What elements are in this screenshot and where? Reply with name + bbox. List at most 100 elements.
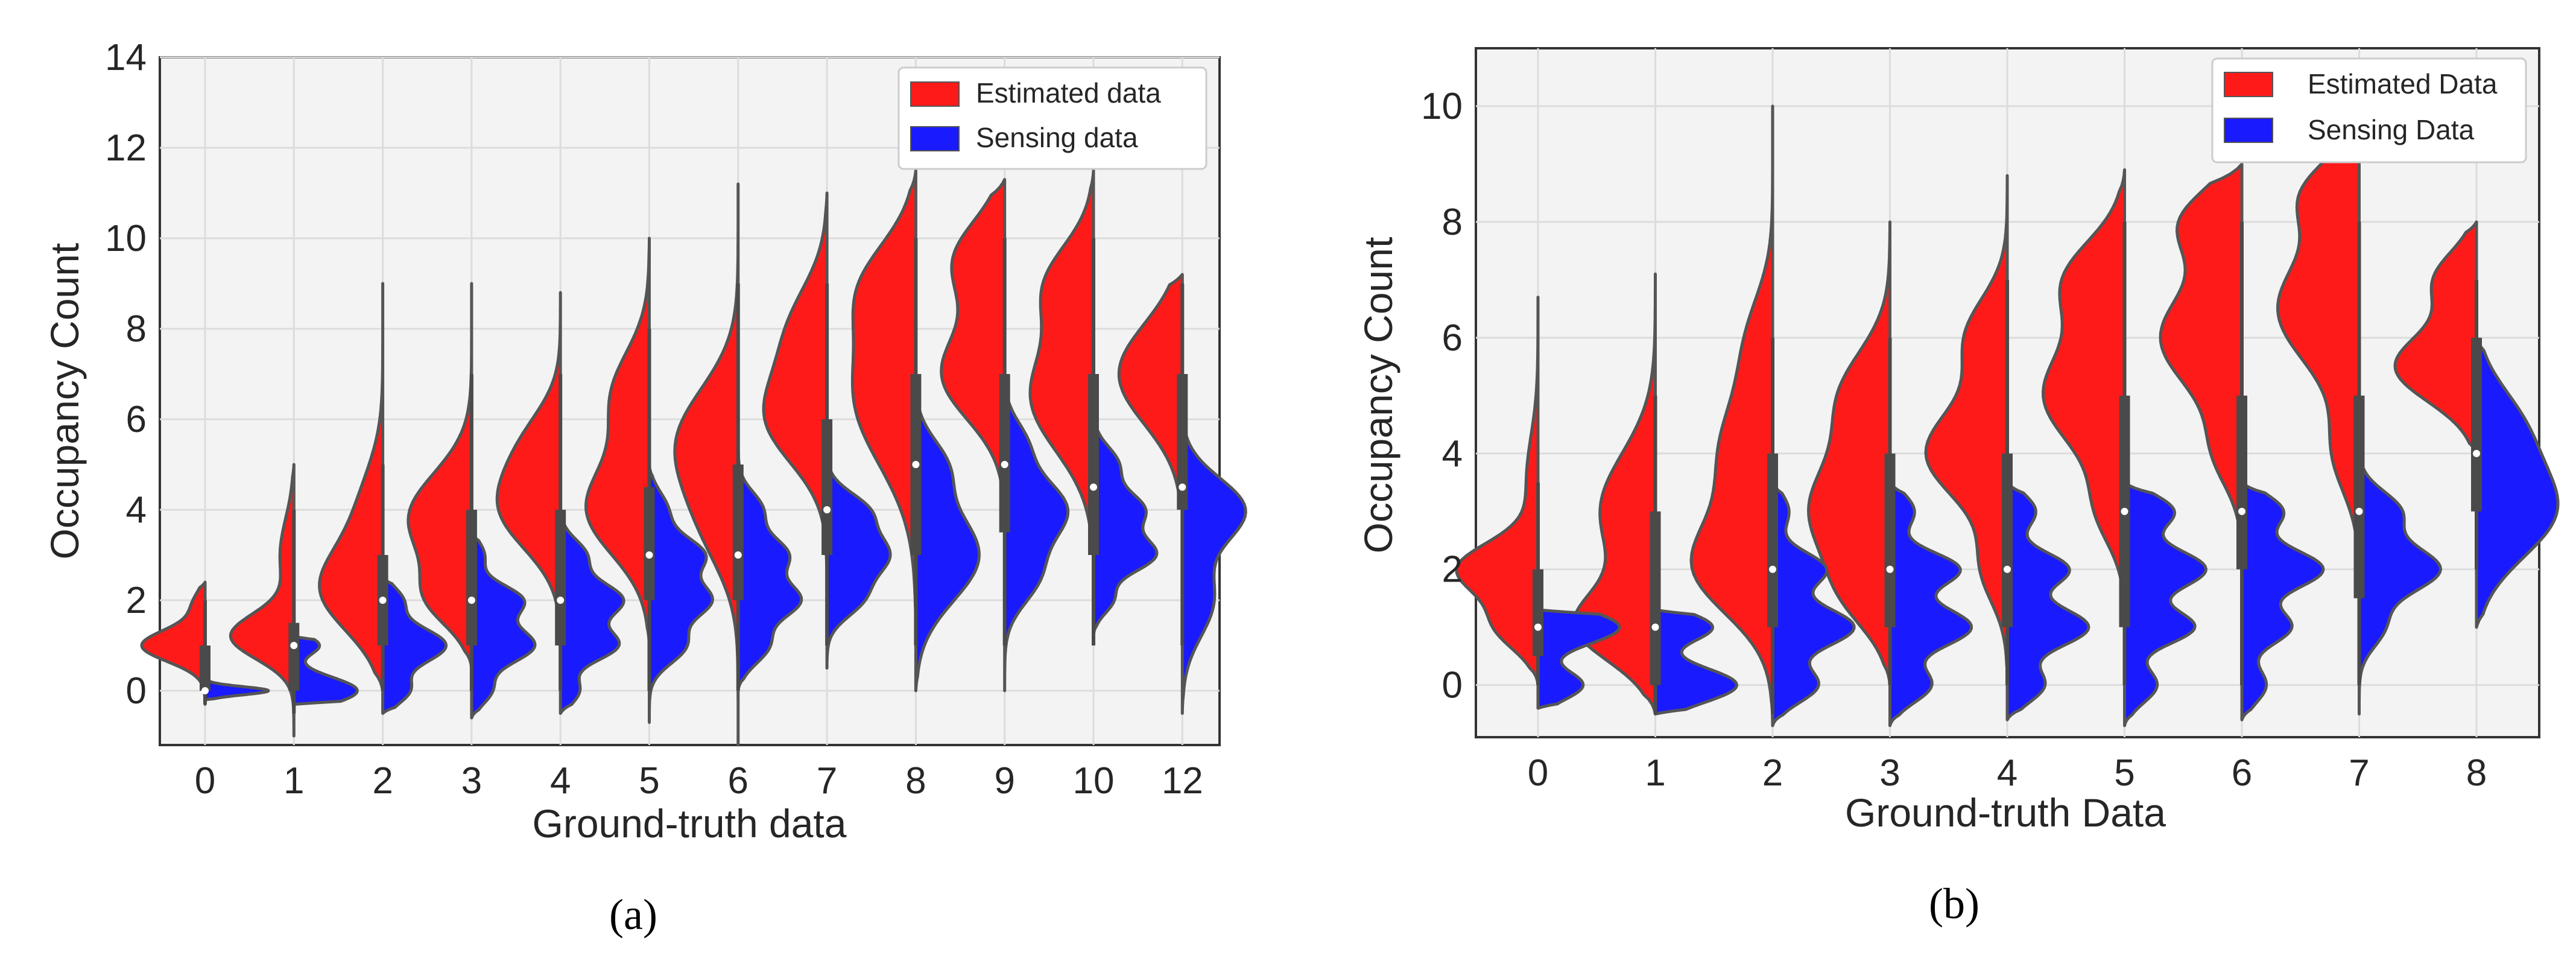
panel-b-median-dot-3 bbox=[1886, 565, 1894, 573]
panel-a-x-tick-label: 2 bbox=[372, 760, 393, 802]
panel-a-x-tick-label: 8 bbox=[905, 760, 926, 802]
panel-a-y-ticks: 0 2 4 6 8 10 12 14 bbox=[105, 37, 147, 712]
panel-b-x-tick-label: 4 bbox=[1997, 752, 2017, 794]
panel-a-x-tick-label: 0 bbox=[195, 760, 215, 802]
panel-a-y-axis-title: Occupancy Count bbox=[42, 243, 87, 560]
panel-a-x-tick-label: 4 bbox=[550, 760, 571, 802]
panel-b-x-tick-label: 1 bbox=[1645, 752, 1665, 794]
panel-b-legend: Estimated Data Sensing Data bbox=[2211, 57, 2527, 163]
panel-b-y-ticks: 0 2 4 6 8 10 bbox=[1421, 86, 1463, 706]
panel-b-x-tick-label: 6 bbox=[2232, 752, 2252, 794]
panel-b-box-iqr-6 bbox=[2236, 395, 2247, 569]
panel-a-box-iqr-5 bbox=[644, 487, 655, 600]
panel-a-violin-sensing-8 bbox=[914, 372, 981, 693]
panel-a-x-tick-label: 12 bbox=[1162, 760, 1203, 802]
panel-b-violin-sensing-5 bbox=[2123, 481, 2207, 728]
panel-a-box-iqr-12 bbox=[1177, 374, 1188, 510]
panel-b-median-dot-1 bbox=[1651, 623, 1659, 631]
panel-b-median-dot-2 bbox=[1769, 565, 1776, 573]
panel-a-legend-box bbox=[897, 66, 1207, 170]
panel-b-box-iqr-3 bbox=[1884, 453, 1896, 627]
panel-b-y-axis-title: Occupancy Count bbox=[1356, 237, 1400, 554]
panel-a-x-tick-label: 10 bbox=[1073, 760, 1115, 802]
panel-b-median-dot-7 bbox=[2355, 507, 2363, 515]
panel-a-median-dot-8 bbox=[912, 461, 920, 468]
panel-a-violin-sensing-9 bbox=[1003, 372, 1070, 693]
panel-a-median-dot-2 bbox=[379, 597, 387, 604]
panel-b-violin-estimated-4 bbox=[1924, 174, 2009, 687]
panel-a-x-tick-label: 6 bbox=[728, 760, 748, 802]
panel-a-box-iqr-0 bbox=[200, 645, 210, 691]
panel-a-median-dot-5 bbox=[645, 551, 653, 559]
panel-b-box-iqr-8 bbox=[2471, 337, 2482, 512]
panel-a-violin-estimated-2 bbox=[318, 282, 385, 693]
panel-b-violin-estimated-0 bbox=[1455, 296, 1540, 687]
panel-b-x-tick-label: 2 bbox=[1762, 752, 1783, 794]
panel-a-violins bbox=[140, 169, 1247, 747]
panel-b-x-tick-label: 7 bbox=[2349, 752, 2369, 794]
panel-b-violin-estimated-2 bbox=[1689, 104, 1774, 728]
panel-b-box-iqr-1 bbox=[1650, 511, 1661, 685]
panel-a-violin-sensing-1 bbox=[292, 635, 359, 706]
panel-a-violin-sensing-4 bbox=[559, 508, 625, 715]
panel-b-median-dot-5 bbox=[2121, 507, 2128, 515]
panel-b-box-iqr-0 bbox=[1533, 569, 1543, 656]
panel-a-median-dot-3 bbox=[467, 597, 475, 604]
panel-a-y-tick-label: 10 bbox=[105, 218, 147, 259]
panel-a-violin-estimated-3 bbox=[407, 282, 473, 670]
panel-b-violin-estimated-8 bbox=[2393, 220, 2478, 455]
panel-b-legend-swatch-sensing bbox=[2224, 118, 2273, 143]
panel-a-x-tick-label: 1 bbox=[283, 760, 304, 802]
panel-b-legend-box bbox=[2211, 57, 2527, 163]
panel-b-box-iqr-4 bbox=[2002, 453, 2013, 627]
panel-b-x-tick-label: 3 bbox=[1879, 752, 1900, 794]
panel-b-median-dot-8 bbox=[2473, 449, 2480, 457]
panel-a-y-tick-label: 8 bbox=[126, 308, 147, 350]
panel-b-median-dot-6 bbox=[2238, 507, 2245, 515]
panel-a-box-iqr-10 bbox=[1088, 374, 1099, 555]
panel-a-violin-sensing-5 bbox=[648, 463, 714, 724]
panel-a-median-dot-9 bbox=[1001, 461, 1008, 468]
panel-b-box-iqr-2 bbox=[1767, 453, 1778, 627]
panel-b-violin-sensing-2 bbox=[1771, 481, 1856, 728]
panel-b-x-ticks: 0 1 2 3 4 5 6 7 8 bbox=[1528, 752, 2487, 794]
panel-a-x-tick-label: 5 bbox=[639, 760, 659, 802]
panel-a-median-dot-12 bbox=[1179, 483, 1186, 491]
panel-b-y-tick-label: 2 bbox=[1442, 549, 1463, 591]
panel-b-x-axis-title: Ground-truth Data bbox=[1845, 790, 2166, 835]
panel-b-y-tick-label: 8 bbox=[1442, 201, 1463, 243]
panel-a-x-axis-title: Ground-truth data bbox=[533, 801, 847, 846]
panel-a-median-dot-7 bbox=[823, 506, 831, 513]
panel-a-label: (a) bbox=[609, 890, 657, 939]
panel-a-legend-label-sensing: Sensing data bbox=[976, 122, 1138, 153]
panel-a-box-iqr-6 bbox=[732, 465, 744, 600]
panel-a-median-dot-10 bbox=[1090, 483, 1097, 491]
panel-a-violin-estimated-7 bbox=[762, 191, 829, 579]
panel-a-violin-sensing-10 bbox=[1092, 395, 1159, 638]
panel-a-box-iqr-7 bbox=[821, 419, 833, 555]
panel-b-violin-sensing-6 bbox=[2240, 481, 2325, 722]
panel-b: 0 2 4 6 8 10 0 1 2 3 4 5 6 7 8 Ground-truth Data Occu… bbox=[1356, 47, 2560, 928]
panel-b-violin-estimated-7 bbox=[2276, 133, 2361, 600]
panel-a-violin-sensing-2 bbox=[381, 576, 448, 715]
panel-b-y-tick-label: 6 bbox=[1442, 317, 1463, 359]
panel-a-y-tick-label: 0 bbox=[126, 670, 147, 712]
panel-b-label: (b) bbox=[1929, 880, 1979, 928]
panel-b-violin-sensing-8 bbox=[2475, 336, 2560, 629]
panel-b-box-iqr-7 bbox=[2353, 395, 2365, 598]
panel-b-legend-label-estimated: Estimated Data bbox=[2308, 68, 2498, 100]
panel-a-x-ticks: 0 1 2 3 4 5 6 7 8 9 10 12 bbox=[195, 760, 1203, 802]
panel-a-y-tick-label: 14 bbox=[105, 37, 147, 78]
panel-a-legend-swatch-sensing bbox=[910, 126, 960, 151]
panel-a-median-dot-0 bbox=[201, 687, 209, 694]
panel-a-x-tick-label: 7 bbox=[817, 760, 837, 802]
panel-b-y-tick-label: 4 bbox=[1442, 433, 1463, 475]
panel-b-x-tick-label: 0 bbox=[1528, 752, 1548, 794]
panel-b-legend-label-sensing: Sensing Data bbox=[2308, 114, 2475, 145]
panel-a-box-iqr-9 bbox=[999, 374, 1010, 533]
panel-a-legend: Estimated data Sensing data bbox=[897, 66, 1207, 170]
panel-a-violin-sensing-3 bbox=[470, 531, 537, 720]
panel-a-x-tick-label: 3 bbox=[461, 760, 482, 802]
